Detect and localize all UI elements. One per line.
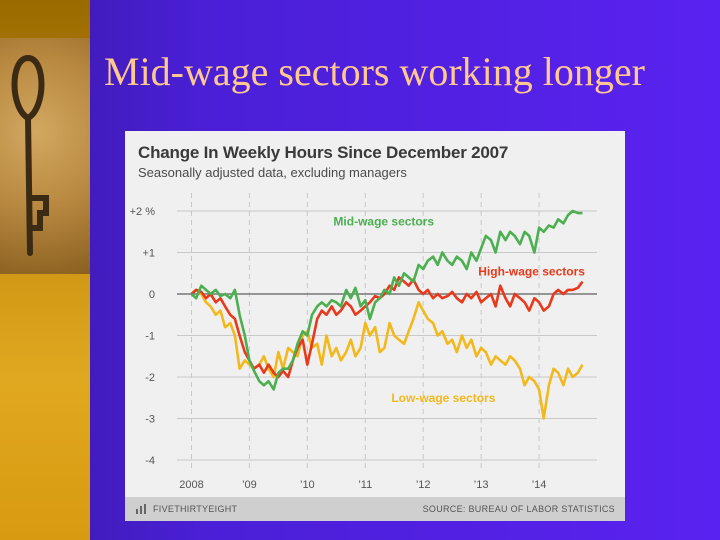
y-axis-ticks: +2 % +1 0 -1 -2 -3 -4 — [130, 206, 156, 467]
y-tick-label: -2 — [145, 372, 155, 384]
x-axis-ticks: 2008 ’09 ’10 ’11 ’12 ’13 ’14 — [179, 479, 546, 491]
series-label: High-wage sectors — [478, 264, 585, 278]
x-tick-label: ’10 — [300, 479, 315, 491]
grid-lines — [177, 193, 597, 472]
key-image — [0, 38, 90, 274]
chart-footer: FIVETHIRTYEIGHT SOURCE: BUREAU OF LABOR … — [125, 497, 625, 521]
source-label: SOURCE: BUREAU OF LABOR STATISTICS — [422, 504, 615, 514]
x-tick-label: 2008 — [179, 479, 203, 491]
chart-panel: Change In Weekly Hours Since December 20… — [125, 131, 625, 521]
y-tick-label: -4 — [145, 455, 155, 467]
line-chart: +2 % +1 0 -1 -2 -3 -4 2008 ’09 ’10 ’11 ’12 ’13 ’14 M… — [130, 193, 597, 491]
y-tick-label: +1 — [142, 248, 155, 260]
y-tick-label: -3 — [145, 414, 155, 426]
low-wage-sectors-line — [190, 288, 584, 420]
x-tick-label: ’13 — [474, 479, 489, 491]
y-tick-label: 0 — [149, 289, 155, 301]
x-tick-label: ’14 — [532, 479, 547, 491]
y-tick-label: +2 % — [130, 206, 156, 218]
series-lines — [190, 209, 584, 420]
series-labels: Mid-wage sectors High-wage sectors Low-wag… — [333, 215, 585, 405]
series-label: Mid-wage sectors — [333, 215, 434, 229]
brand-label: FIVETHIRTYEIGHT — [153, 504, 238, 514]
series-label: Low-wage sectors — [391, 391, 495, 405]
x-tick-label: ’09 — [242, 479, 257, 491]
mid-wage-sectors-line — [190, 209, 583, 391]
fivethirtyeight-logo-icon — [136, 504, 146, 514]
x-tick-label: ’12 — [416, 479, 431, 491]
high-wage-sectors-line — [190, 276, 584, 379]
x-tick-label: ’11 — [358, 479, 372, 491]
y-tick-label: -1 — [145, 331, 155, 343]
slide-title: Mid-wage sectors working longer — [104, 49, 645, 94]
chart-title: Change In Weekly Hours Since December 20… — [138, 143, 509, 162]
chart-subtitle: Seasonally adjusted data, excluding mana… — [138, 165, 407, 180]
